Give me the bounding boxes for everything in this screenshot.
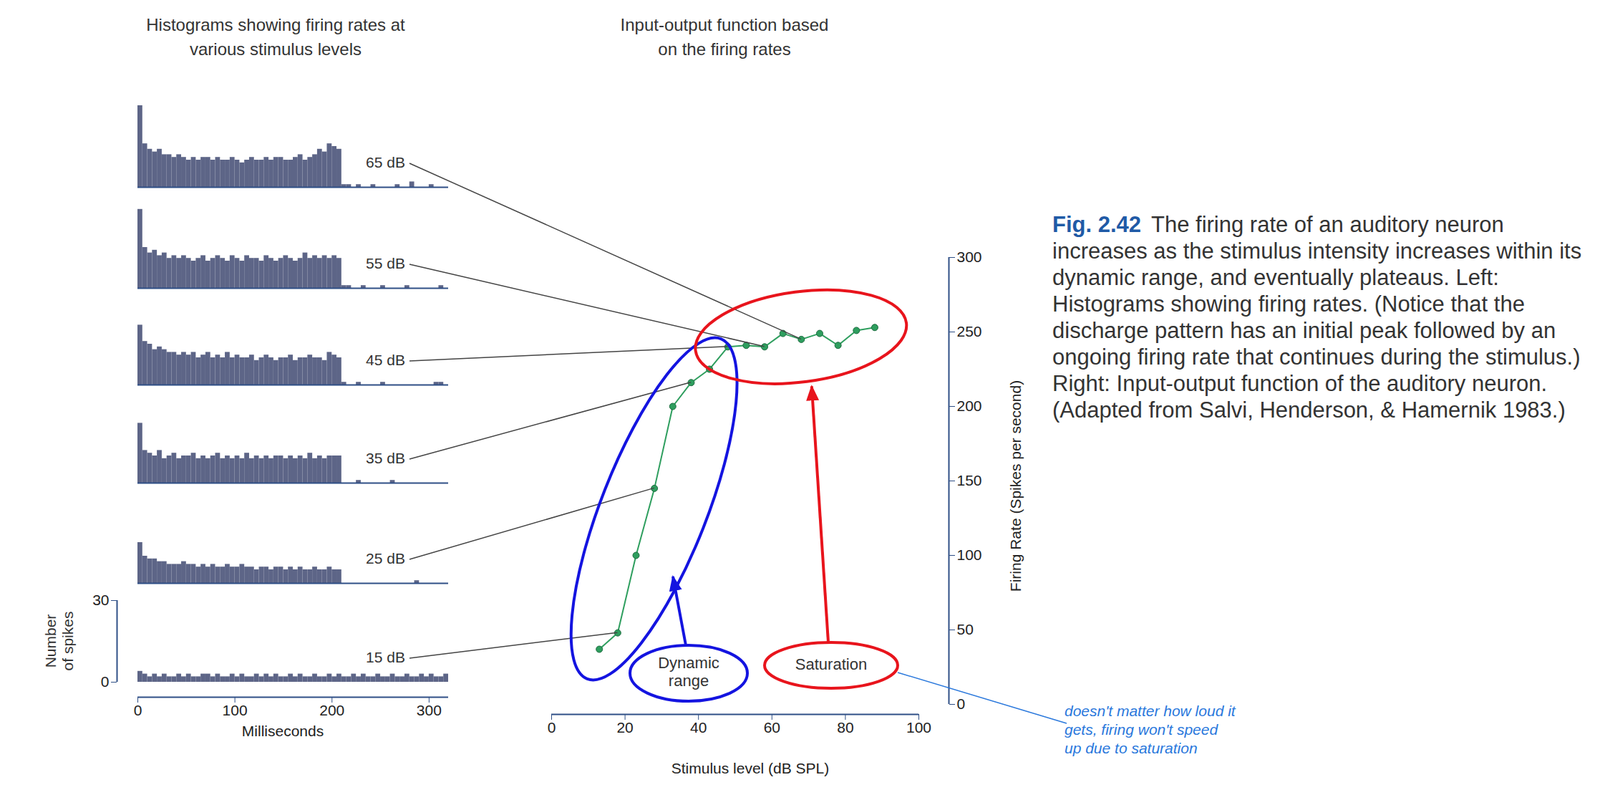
html-text:Input-output function based on: Input-output function based on the firin… (620, 15, 829, 59)
svg-text:range: range (668, 671, 709, 690)
svg-text:60: 60 (763, 718, 781, 736)
svg-text:300: 300 (957, 248, 983, 265)
svg-text:0: 0 (547, 718, 557, 736)
svg-text:45 dB: 45 dB (365, 351, 406, 368)
svg-text:of spikes: of spikes (59, 611, 76, 671)
svg-text:Saturation: Saturation (795, 655, 867, 673)
svg-text:Firing Rate (Spikes per second: Firing Rate (Spikes per second) (1007, 380, 1024, 592)
html-text:The firing rate of an auditory: The firing rate of an auditory neuron in… (1052, 211, 1582, 423)
svg-text:150: 150 (957, 471, 983, 489)
svg-text:20: 20 (616, 718, 633, 736)
svg-text:80: 80 (836, 718, 854, 736)
svg-text:250: 250 (957, 322, 983, 340)
html-text:Fig. 2.42: Fig. 2.42 (1052, 211, 1142, 237)
svg-text:55 dB: 55 dB (365, 254, 406, 272)
html-text:Histograms showing firing rate: Histograms showing firing rates at vario… (146, 15, 405, 59)
svg-text:200: 200 (957, 397, 983, 414)
svg-text:25 dB: 25 dB (365, 549, 406, 567)
svg-text:40: 40 (690, 718, 707, 736)
svg-text:200: 200 (319, 701, 345, 719)
svg-text:Milliseconds: Milliseconds (241, 722, 324, 739)
svg-text:35 dB: 35 dB (365, 449, 406, 467)
svg-text:100: 100 (906, 718, 932, 736)
svg-text:50: 50 (957, 620, 974, 638)
svg-text:30: 30 (92, 591, 109, 608)
svg-text:Stimulus level (dB SPL): Stimulus level (dB SPL) (671, 759, 830, 777)
svg-text:65 dB: 65 dB (365, 153, 406, 171)
svg-text:0: 0 (100, 672, 110, 690)
svg-text:Number: Number (42, 614, 59, 668)
svg-text:300: 300 (416, 701, 442, 719)
svg-text:100: 100 (957, 546, 983, 563)
svg-text:0: 0 (133, 701, 143, 719)
svg-text:100: 100 (222, 701, 248, 719)
svg-text:0: 0 (957, 695, 966, 712)
svg-text:15 dB: 15 dB (365, 648, 406, 666)
html-text:doesn't matter how loud it get: doesn't matter how loud it gets, firing … (1064, 702, 1236, 756)
svg-text:Dynamic: Dynamic (657, 653, 720, 672)
